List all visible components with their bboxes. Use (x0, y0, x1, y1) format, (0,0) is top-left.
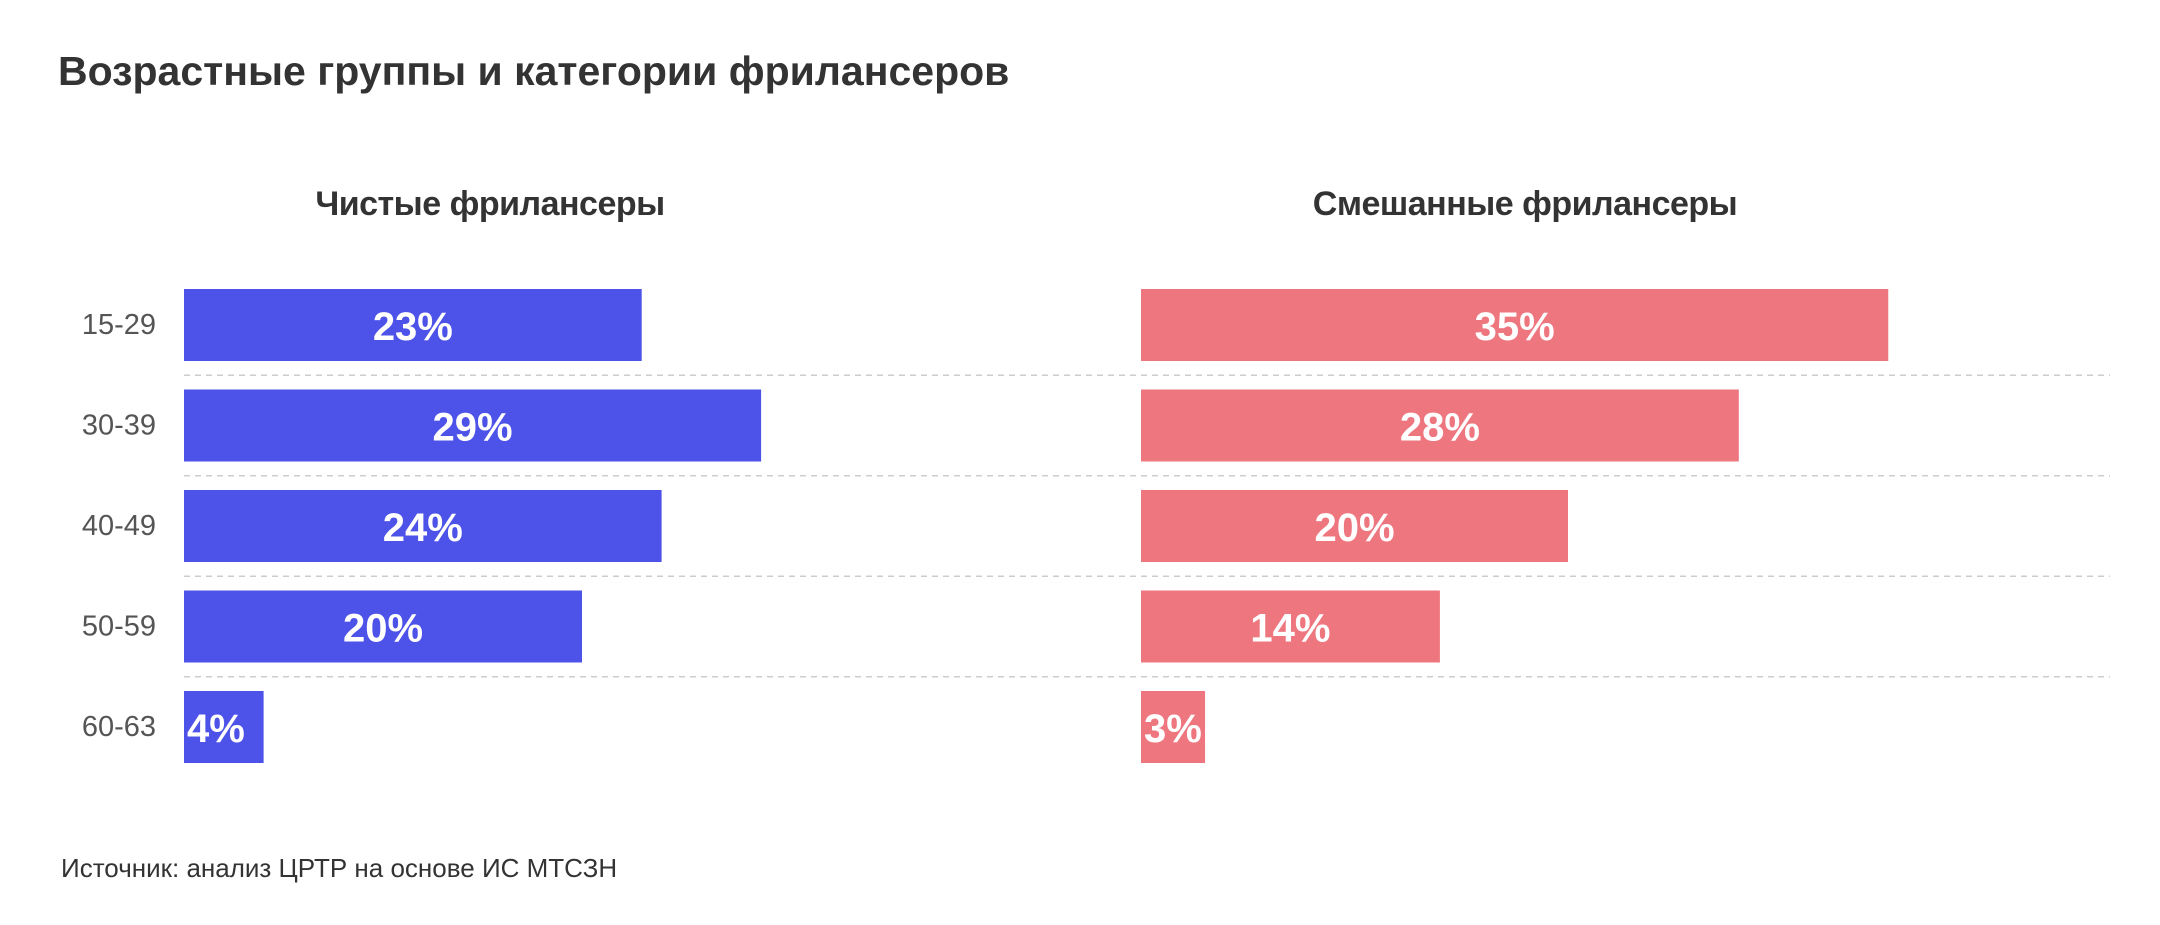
bar (1141, 389, 1739, 462)
bar (184, 490, 662, 562)
bar (184, 691, 264, 763)
data-label: 14% (1250, 607, 1330, 651)
data-label: 20% (343, 607, 423, 651)
bar (1141, 691, 1206, 763)
category-label: 40-49 (82, 510, 156, 542)
category-label: 60-63 (82, 711, 156, 743)
data-label: 24% (383, 506, 463, 550)
panel-title-mixed-freelancers: Смешанные фрилансеры (1312, 185, 1738, 223)
category-label: 30-39 (82, 410, 156, 442)
data-label: 35% (1475, 305, 1555, 349)
category-label: 15-29 (82, 309, 156, 341)
bar (1141, 289, 1889, 361)
data-label: 3% (1144, 707, 1202, 751)
category-label: 50-59 (82, 611, 156, 643)
data-label: 28% (1400, 406, 1480, 450)
data-label: 4% (187, 707, 245, 751)
data-label: 29% (433, 406, 513, 450)
data-label: 20% (1314, 506, 1394, 550)
source-note: Источник: анализ ЦРТР на основе ИС МТСЗН (61, 853, 618, 883)
data-label: 23% (373, 305, 453, 349)
bar (184, 389, 762, 462)
bar (184, 590, 582, 663)
panel-title-pure-freelancers: Чистые фрилансеры (315, 185, 665, 223)
bar (1141, 590, 1440, 663)
bar (1141, 490, 1568, 562)
bar (184, 289, 642, 361)
chart-title: Возрастные группы и категории фрилансеро… (58, 48, 1010, 94)
